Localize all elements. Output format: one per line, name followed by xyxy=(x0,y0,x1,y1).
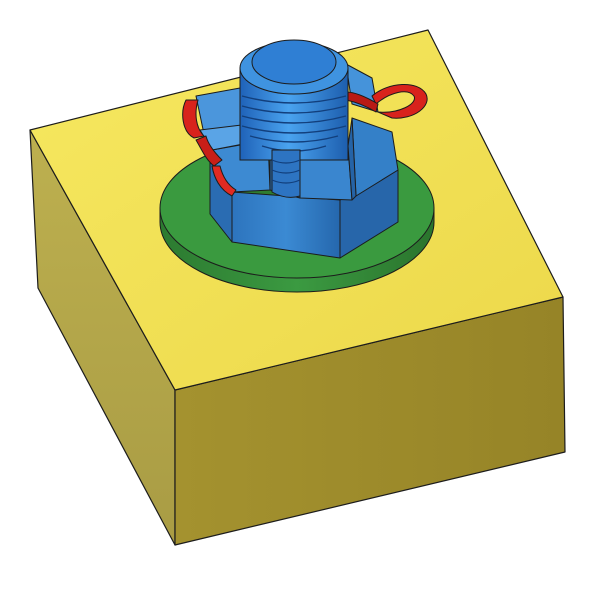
threaded-bolt-icon xyxy=(239,39,349,198)
cotter-pin-icon xyxy=(182,83,428,197)
pin-right-shank xyxy=(345,91,379,113)
pin-left-leg-upper xyxy=(182,99,205,139)
bolt-lower-stub xyxy=(271,149,301,198)
pin-left-leg-lower xyxy=(195,135,223,167)
pin-right-eye xyxy=(371,83,428,119)
pin-left-tip xyxy=(211,165,237,197)
bolt-top-face xyxy=(251,39,337,85)
nut-slot-right xyxy=(347,117,357,201)
castle-nut-icon xyxy=(195,63,399,259)
bolt-threads xyxy=(241,95,347,152)
